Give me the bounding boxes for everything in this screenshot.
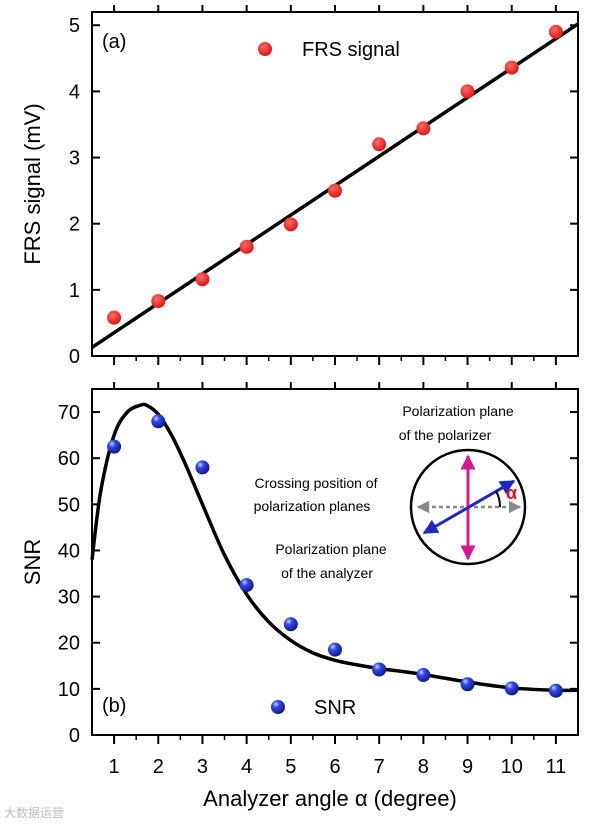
watermark: 大数据运营 xyxy=(4,806,65,820)
panel-b-y-axis-label: SNR xyxy=(20,539,45,585)
frs-data-point xyxy=(239,239,254,254)
snr-data-point xyxy=(195,460,210,475)
inset-crossing-label-2: polarization planes xyxy=(254,498,371,514)
panel-a-y-tick-label: 4 xyxy=(69,81,80,103)
panel-b-x-tick-label: 7 xyxy=(374,756,385,778)
panel-b-x-tick-label: 6 xyxy=(329,756,340,778)
snr-data-point xyxy=(372,662,387,677)
x-axis-label: Analyzer angle α (degree) xyxy=(203,786,457,811)
frs-data-point xyxy=(416,121,431,136)
panel-a: 0 1 2 3 4 5 (a) FRS signal FRS signal (mV) xyxy=(20,5,579,368)
frs-data-point xyxy=(504,60,519,75)
inset-crossing-label-1: Crossing position of xyxy=(255,475,378,491)
inset-angle-arc xyxy=(495,490,502,508)
snr-data-point xyxy=(151,414,166,429)
snr-data-point xyxy=(548,683,563,698)
frs-data-point xyxy=(195,272,210,287)
panel-b-y-tick-label: 70 xyxy=(58,402,80,424)
panel-b: 0 10 20 30 40 50 60 70 1 2 3 4 5 6 7 8 9 10 11 (b) SNR SN… xyxy=(20,382,579,811)
frs-data-point xyxy=(460,84,475,99)
panel-b-x-tick-label: 3 xyxy=(197,756,208,778)
panel-a-y-ticks: 0 1 2 3 4 5 xyxy=(69,15,578,368)
panel-b-x-tick-label: 10 xyxy=(501,756,523,778)
polarization-inset: Polarization plane of the polarizer Cros… xyxy=(254,403,527,581)
snr-data-point xyxy=(107,439,122,454)
snr-data-point xyxy=(283,617,298,632)
panel-a-legend-marker xyxy=(258,42,272,56)
snr-data-point xyxy=(328,642,342,657)
panel-b-y-ticks: 0 10 20 30 40 50 60 70 xyxy=(58,402,578,747)
frs-data-point xyxy=(548,24,563,39)
panel-a-y-tick-label: 5 xyxy=(69,15,80,37)
panel-b-x-tick-label: 9 xyxy=(462,756,473,778)
snr-data-point xyxy=(504,681,519,696)
panel-b-y-tick-label: 0 xyxy=(69,725,80,747)
panel-b-frame xyxy=(91,388,579,736)
panel-b-y-tick-label: 10 xyxy=(58,679,80,701)
frs-data-point xyxy=(328,183,342,198)
frs-data-point xyxy=(107,310,122,325)
panel-b-x-tick-label: 4 xyxy=(241,756,252,778)
frs-data-point xyxy=(151,294,166,309)
panel-b-legend-marker xyxy=(271,700,285,714)
inset-polarizer-label-2: of the polarizer xyxy=(399,427,492,443)
panel-a-points xyxy=(107,24,563,325)
inset-circle xyxy=(409,448,527,566)
panel-a-x-ticks xyxy=(113,5,557,365)
inset-analyzer-label-1: Polarization plane xyxy=(275,541,387,557)
panel-b-points xyxy=(107,414,563,698)
panel-b-y-tick-label: 40 xyxy=(58,540,80,562)
snr-data-point xyxy=(416,668,431,683)
panel-b-x-tick-label: 1 xyxy=(109,756,120,778)
panel-b-legend-label: SNR xyxy=(314,697,356,719)
inset-angle-symbol: α xyxy=(506,483,517,503)
panel-a-legend-label: FRS signal xyxy=(302,39,400,61)
frs-data-point xyxy=(283,217,298,232)
panel-a-y-tick-label: 2 xyxy=(69,214,80,236)
inset-polarizer-label-1: Polarization plane xyxy=(402,403,514,419)
panel-b-x-ticks: 1 2 3 4 5 6 7 8 9 10 11 xyxy=(109,382,567,778)
panel-b-y-tick-label: 30 xyxy=(58,587,80,609)
panel-b-y-tick-label: 60 xyxy=(58,448,80,470)
panel-a-y-tick-label: 3 xyxy=(69,148,80,170)
panel-a-y-tick-label: 0 xyxy=(69,346,80,368)
panel-a-label: (a) xyxy=(102,31,126,53)
inset-analyzer-label-2: of the analyzer xyxy=(281,565,373,581)
inset-analyzer-arrow xyxy=(422,479,516,535)
panel-b-label: (b) xyxy=(102,695,126,717)
panel-b-x-tick-label: 2 xyxy=(153,756,164,778)
panel-b-y-tick-label: 20 xyxy=(58,633,80,655)
panel-b-x-tick-label: 8 xyxy=(418,756,429,778)
panel-b-x-tick-label: 5 xyxy=(285,756,296,778)
panel-b-x-tick-label: 11 xyxy=(546,756,567,778)
frs-data-point xyxy=(372,137,387,152)
panel-a-y-tick-label: 1 xyxy=(69,280,80,302)
panel-a-y-axis-label: FRS signal (mV) xyxy=(20,103,45,264)
panel-b-y-tick-label: 50 xyxy=(58,494,80,516)
snr-data-point xyxy=(460,677,475,692)
snr-data-point xyxy=(239,578,254,593)
